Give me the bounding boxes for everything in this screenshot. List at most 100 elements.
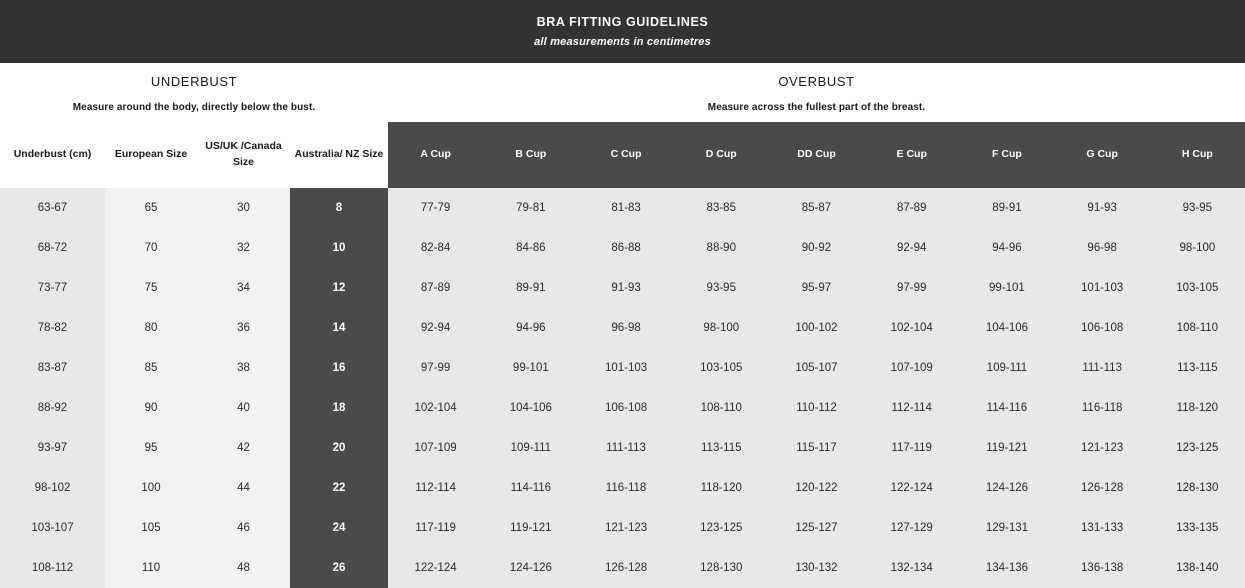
chart-title-band: BRA FITTING GUIDELINES all measurements …: [0, 0, 1245, 63]
table-cell: 113-115: [673, 428, 769, 468]
table-row: 77-79 79-81 81-83 83-85 85-87 87-89 89-91 91-93…: [388, 188, 1245, 228]
table-cell: 87-89: [388, 268, 484, 308]
table-cell: 104-106: [959, 308, 1055, 348]
table-cell: 101-103: [578, 348, 674, 388]
table-cell: 133-135: [1149, 508, 1245, 548]
table-row: 78-82 80 36 14: [0, 308, 388, 348]
table-cell: 125-127: [768, 508, 865, 548]
table-cell: 38: [197, 348, 290, 388]
table-cell: 128-130: [1149, 468, 1245, 508]
table-cell: 40: [197, 388, 290, 428]
table-cell: 93-95: [673, 268, 769, 308]
table-cell: 96-98: [1054, 228, 1150, 268]
table-cell: 134-136: [959, 548, 1055, 588]
table-cell: 92-94: [864, 228, 960, 268]
overbust-header-row: A Cup B Cup C Cup D Cup DD Cup E Cup F Cup G Cu…: [388, 122, 1245, 188]
table-cell: 42: [197, 428, 290, 468]
table-cell: 103-107: [0, 508, 105, 548]
table-cell: 136-138: [1054, 548, 1150, 588]
table-cell: 114-116: [483, 468, 579, 508]
table-row: 63-67 65 30 8: [0, 188, 388, 228]
table-cell: 78-82: [0, 308, 105, 348]
table-cell: 98-100: [1149, 228, 1245, 268]
table-cell: 90: [105, 388, 197, 428]
table-cell: 109-111: [483, 428, 579, 468]
table-row: 87-89 89-91 91-93 93-95 95-97 97-99 99-101 101-…: [388, 268, 1245, 308]
table-cell: 105-107: [768, 348, 865, 388]
table-cell: 123-125: [1149, 428, 1245, 468]
table-cell: 126-128: [578, 548, 674, 588]
table-row: 93-97 95 42 20: [0, 428, 388, 468]
table-cell: 119-121: [483, 508, 579, 548]
table-cell: 95: [105, 428, 197, 468]
table-cell: 65: [105, 188, 197, 228]
table-row: 103-107 105 46 24: [0, 508, 388, 548]
table-cell: 103-105: [673, 348, 769, 388]
table-cell: 96-98: [578, 308, 674, 348]
column-header-us-uk-canada-size: US/UK /Canada Size: [197, 122, 290, 188]
underbust-columns: Underbust (cm) European Size US/UK /Cana…: [0, 122, 388, 588]
table-cell: 100: [105, 468, 197, 508]
table-cell: 88-90: [673, 228, 769, 268]
overbust-body: 77-79 79-81 81-83 83-85 85-87 87-89 89-91 91-93…: [388, 188, 1245, 588]
table-cell: 113-115: [1149, 348, 1245, 388]
table-cell: 108-110: [673, 388, 769, 428]
table-cell: 14: [290, 308, 388, 348]
column-header-cup: H Cup: [1149, 122, 1245, 188]
table-cell: 104-106: [483, 388, 579, 428]
table-cell: 102-104: [388, 388, 484, 428]
table-cell: 103-105: [1149, 268, 1245, 308]
table-cell: 108-112: [0, 548, 105, 588]
page-subtitle: all measurements in centimetres: [534, 36, 711, 48]
table-cell: 94-96: [959, 228, 1055, 268]
table-row: 68-72 70 32 10: [0, 228, 388, 268]
table-cell: 127-129: [864, 508, 960, 548]
table-cell: 112-114: [388, 468, 484, 508]
table-cell: 8: [290, 188, 388, 228]
column-header-underbust-cm: Underbust (cm): [0, 122, 105, 188]
table-row: 122-124 124-126 126-128 128-130 130-132 132-1…: [388, 548, 1245, 588]
column-header-cup: G Cup: [1054, 122, 1150, 188]
table-cell: 88-92: [0, 388, 105, 428]
table-cell: 124-126: [483, 548, 579, 588]
table-cell: 107-109: [864, 348, 960, 388]
table-cell: 99-101: [483, 348, 579, 388]
table-cell: 101-103: [1054, 268, 1150, 308]
table-row: 97-99 99-101 101-103 103-105 105-107 107-109 1…: [388, 348, 1245, 388]
table-cell: 68-72: [0, 228, 105, 268]
overbust-columns: A Cup B Cup C Cup D Cup DD Cup E Cup F Cup G Cu…: [388, 122, 1245, 588]
table-cell: 30: [197, 188, 290, 228]
page-title: BRA FITTING GUIDELINES: [536, 15, 709, 29]
table-cell: 102-104: [864, 308, 960, 348]
table-cell: 118-120: [1149, 388, 1245, 428]
table-row: 83-87 85 38 16: [0, 348, 388, 388]
table-cell: 124-126: [959, 468, 1055, 508]
table-cell: 86-88: [578, 228, 674, 268]
table-cell: 128-130: [673, 548, 769, 588]
table-cell: 121-123: [578, 508, 674, 548]
table-cell: 116-118: [578, 468, 674, 508]
table-row: 73-77 75 34 12: [0, 268, 388, 308]
column-header-cup: DD Cup: [768, 122, 865, 188]
table-cell: 75: [105, 268, 197, 308]
table-cell: 116-118: [1054, 388, 1150, 428]
table-cell: 18: [290, 388, 388, 428]
table-cell: 126-128: [1054, 468, 1150, 508]
column-header-cup: F Cup: [959, 122, 1055, 188]
underbust-title: UNDERBUST: [150, 74, 238, 89]
table-cell: 98-102: [0, 468, 105, 508]
underbust-body: 63-67 65 30 8 68-72 70 32 10 73-77 75 34 12 78-82 80 3…: [0, 188, 388, 588]
table-cell: 109-111: [959, 348, 1055, 388]
table-cell: 122-124: [388, 548, 484, 588]
table-row: 107-109 109-111 111-113 113-115 115-117 117-1…: [388, 428, 1245, 468]
table-cell: 36: [197, 308, 290, 348]
table-cell: 92-94: [388, 308, 484, 348]
table-cell: 132-134: [864, 548, 960, 588]
column-header-cup: E Cup: [864, 122, 960, 188]
table-row: 112-114 114-116 116-118 118-120 120-122 122-1…: [388, 468, 1245, 508]
table-row: 92-94 94-96 96-98 98-100 100-102 102-104 104-1…: [388, 308, 1245, 348]
table-cell: 12: [290, 268, 388, 308]
column-header-cup: A Cup: [388, 122, 484, 188]
table-cell: 87-89: [864, 188, 960, 228]
table-cell: 123-125: [673, 508, 769, 548]
